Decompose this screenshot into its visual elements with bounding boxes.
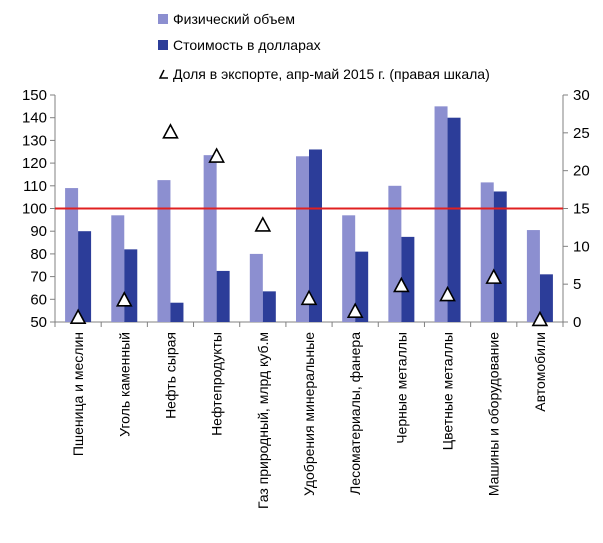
bar-dollar-value [493,191,507,322]
bar-dollar-value [539,274,553,322]
bar-dollar-value [309,149,322,322]
marker-export-share [69,308,87,325]
y-left-tick-label: 100 [22,201,47,218]
x-category-label: Уголь каменный [116,332,132,437]
legend-marker-export-share [158,69,168,79]
x-category-label: Машины и оборудование [486,332,502,496]
bar-physical-volume [111,215,125,322]
y-left-tick-label: 80 [30,246,47,263]
bar-dollar-value [447,117,461,322]
bar-dollar-value [124,249,138,322]
marker-export-share [485,268,503,284]
marker-export-share [254,216,272,232]
bar-physical-volume [203,155,217,322]
legend: Физический объем Стоимость в долларах До… [158,11,490,82]
marker-export-share [162,123,179,139]
bar-physical-volume [388,185,402,322]
marker-export-share [208,147,225,163]
y-right-tick-label: 15 [573,201,590,218]
y-left-tick-label: 60 [30,291,47,308]
y-right-tick-label: 10 [573,238,590,255]
marker-export-share [300,289,318,306]
y-right-tick-label: 20 [573,163,590,180]
bar-dollar-value [401,236,415,322]
bar-dollar-value [262,291,276,322]
bar-physical-volume [434,106,448,322]
y-right-tick-label: 0 [573,314,581,331]
bar-dollar-value [355,251,369,322]
bar-physical-volume [296,156,309,322]
x-category-label: Нефтепродукты [209,332,225,436]
plot-area: 50 60 70 80 90 100 110 120 130 140 150 0 5 10 15 20 25 30… [22,87,590,509]
bar-dollar-value [170,302,184,322]
x-category-label: Черные металлы [393,332,409,444]
bar-physical-volume [342,215,356,322]
x-category-label: Цветные металлы [440,332,456,450]
legend-swatch-dollar-value [158,40,168,50]
y-left-tick-label: 90 [30,223,47,240]
x-category-label: Автомобили [532,332,548,412]
y-left-tick-label: 140 [22,110,47,127]
x-category-label: Лесоматериалы, фанера [347,332,363,495]
bar-physical-volume [480,182,494,322]
y-left-tick-label: 150 [22,87,47,104]
marker-export-share [393,276,410,293]
legend-label-export-share: Доля в экспорте, апр-май 2015 г. (правая… [173,66,490,82]
x-category-label: Газ природный, млрд куб.м [255,332,271,509]
bar-dollar-value [78,231,92,322]
y-left-tick-label: 70 [30,269,47,286]
y-right-tick-label: 30 [573,87,590,104]
marker-export-share [115,291,133,307]
y-right-tick-label: 25 [573,125,590,142]
bar-physical-volume [249,253,263,322]
y-left-tick-label: 120 [22,155,47,172]
bar-physical-volume [65,188,79,322]
bar-physical-volume [526,230,540,322]
x-category-label: Удобрения минеральные [301,332,317,496]
x-category-label: Пшеница и меслин [70,332,86,456]
x-category-label: Нефть сырая [162,332,178,419]
y-left-tick-label: 110 [23,178,47,195]
legend-swatch-physical-volume [158,14,168,24]
legend-label-physical-volume: Физический объем [173,11,295,27]
y-right-tick-label: 5 [573,276,581,293]
marker-export-share [439,285,456,302]
bar-dollar-value [216,270,230,322]
bar-physical-volume [157,180,171,322]
y-left-tick-label: 50 [30,314,47,331]
marker-export-share [346,302,364,318]
legend-label-dollar-value: Стоимость в долларах [173,37,321,53]
y-left-tick-label: 130 [22,132,47,149]
marker-export-share [531,310,549,327]
